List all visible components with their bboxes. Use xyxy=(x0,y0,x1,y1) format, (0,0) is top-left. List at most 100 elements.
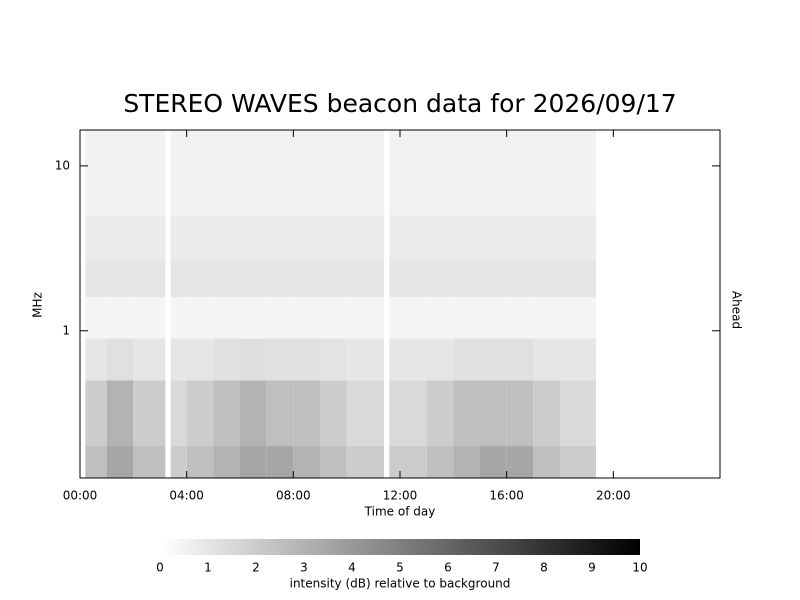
cell xyxy=(266,338,294,381)
cell xyxy=(389,297,400,339)
cell xyxy=(346,380,384,447)
cell xyxy=(320,259,347,298)
cell xyxy=(133,338,166,381)
cell xyxy=(453,380,480,447)
cell xyxy=(133,380,166,447)
cell xyxy=(389,215,400,260)
cell xyxy=(426,338,454,381)
cell xyxy=(186,338,214,381)
x-tick-label: 12:00 xyxy=(383,489,418,503)
cell xyxy=(453,259,480,298)
chart-title: STEREO WAVES beacon data for 2026/09/17 xyxy=(123,89,676,118)
cell xyxy=(240,380,267,447)
cell xyxy=(560,130,596,216)
cell xyxy=(293,297,320,339)
cell xyxy=(453,297,480,339)
cell xyxy=(533,215,560,260)
x-tick-label: 20:00 xyxy=(596,489,631,503)
cell xyxy=(426,446,454,478)
cell xyxy=(533,297,560,339)
cell xyxy=(320,380,347,447)
cell xyxy=(213,259,240,298)
cell xyxy=(346,259,384,298)
colorbar-tick-label: 2 xyxy=(252,561,260,575)
cell xyxy=(133,259,166,298)
cell xyxy=(106,380,134,447)
cell xyxy=(453,338,480,381)
cell xyxy=(346,446,384,478)
cell xyxy=(293,130,320,216)
cell xyxy=(400,338,427,381)
cell xyxy=(170,297,187,339)
colorbar-tick-label: 8 xyxy=(540,561,548,575)
cell xyxy=(506,215,534,260)
cell xyxy=(320,446,347,478)
cell xyxy=(106,130,134,216)
x-tick-label: 08:00 xyxy=(276,489,311,503)
cell xyxy=(400,297,427,339)
cell xyxy=(480,297,507,339)
cell xyxy=(480,446,507,478)
cell xyxy=(133,215,166,260)
x-tick-label: 00:00 xyxy=(63,489,98,503)
cell xyxy=(133,446,166,478)
colorbar-tick-label: 9 xyxy=(588,561,596,575)
cell xyxy=(533,446,560,478)
y-axis-label: MHz xyxy=(31,292,45,318)
colorbar-tick-label: 1 xyxy=(204,561,212,575)
cell xyxy=(389,130,400,216)
y-tick-label: 10 xyxy=(55,158,70,172)
cell xyxy=(533,259,560,298)
cell xyxy=(85,259,107,298)
cell xyxy=(453,446,480,478)
x-tick-label: 04:00 xyxy=(169,489,204,503)
cell xyxy=(213,338,240,381)
cell xyxy=(560,380,596,447)
colorbar-tick-label: 3 xyxy=(300,561,308,575)
cell xyxy=(506,338,534,381)
cell xyxy=(170,446,187,478)
cell xyxy=(213,297,240,339)
cell xyxy=(266,215,294,260)
cell xyxy=(400,446,427,478)
cell xyxy=(426,297,454,339)
cell xyxy=(560,215,596,260)
cell xyxy=(506,297,534,339)
cell xyxy=(106,446,134,478)
cell xyxy=(400,380,427,447)
cell xyxy=(170,215,187,260)
cell xyxy=(293,215,320,260)
cell xyxy=(170,380,187,447)
cell xyxy=(213,215,240,260)
cell xyxy=(186,215,214,260)
cell xyxy=(266,297,294,339)
colorbar xyxy=(160,539,640,555)
cell xyxy=(533,338,560,381)
cell xyxy=(266,259,294,298)
cell xyxy=(106,338,134,381)
cell xyxy=(186,380,214,447)
cell xyxy=(389,338,400,381)
spacecraft-label: Ahead xyxy=(730,291,744,329)
cell xyxy=(293,380,320,447)
cell xyxy=(186,297,214,339)
cell xyxy=(240,338,267,381)
cell xyxy=(320,215,347,260)
cell xyxy=(106,215,134,260)
cell xyxy=(560,446,596,478)
cell xyxy=(389,259,400,298)
colorbar-tick-label: 5 xyxy=(396,561,404,575)
cell xyxy=(320,130,347,216)
cell xyxy=(533,130,560,216)
cell xyxy=(240,130,267,216)
colorbar-tick-label: 7 xyxy=(492,561,500,575)
spectrogram xyxy=(85,130,596,478)
cell xyxy=(389,446,400,478)
cell xyxy=(506,446,534,478)
x-tick-label: 16:00 xyxy=(489,489,524,503)
cell xyxy=(389,380,400,447)
cell xyxy=(133,130,166,216)
colorbar-tick-label: 4 xyxy=(348,561,356,575)
cell xyxy=(85,446,107,478)
